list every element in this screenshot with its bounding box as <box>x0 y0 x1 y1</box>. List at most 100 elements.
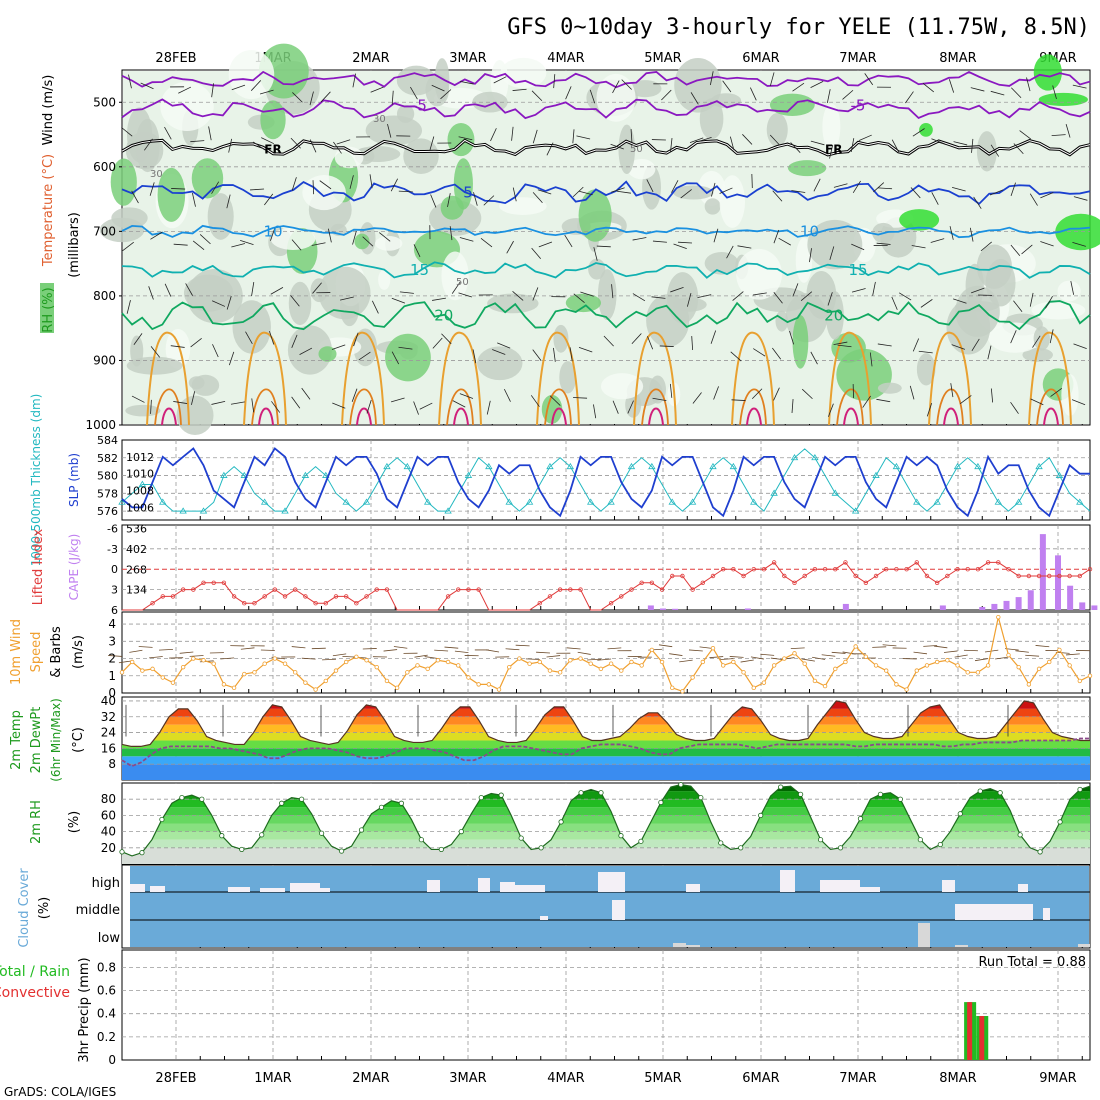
wind-speed-point <box>140 668 145 673</box>
wind-speed-point <box>598 666 604 672</box>
lifted-index-point <box>649 580 655 585</box>
wind-barb <box>564 234 573 248</box>
rh-point <box>119 849 125 855</box>
wind-barb <box>833 183 848 188</box>
ylabel-rh2m: 2m RH <box>29 800 44 844</box>
rh-region <box>232 300 271 354</box>
rh-point <box>578 790 584 796</box>
wind-barb <box>459 237 474 242</box>
wind-barb <box>749 87 757 101</box>
wind-barb-10m <box>525 658 540 660</box>
wind-barb <box>842 89 854 100</box>
rh-region <box>477 346 523 381</box>
wind-speed-point <box>619 668 624 673</box>
thickness-point <box>872 471 880 478</box>
thickness-point <box>668 498 676 505</box>
wind-barb <box>391 297 406 304</box>
wind-barb <box>573 397 588 399</box>
cape-bar-14 <box>1079 602 1086 610</box>
temp-band-5 <box>122 724 1090 733</box>
wind-barb <box>173 243 188 246</box>
date-label-bottom-28FEB: 28FEB <box>155 1071 196 1086</box>
wind-speed-point <box>934 659 940 665</box>
thickness-line <box>121 448 1091 512</box>
lifted-index-point <box>1016 573 1021 579</box>
wind-barb <box>827 292 833 306</box>
wind-barb-10m <box>679 659 693 663</box>
lifted-index-point <box>537 601 542 606</box>
thickness-point <box>322 471 330 478</box>
wind-barb <box>349 175 354 189</box>
wind-barb <box>898 292 912 301</box>
wind-barb <box>353 332 359 347</box>
lifted-index-point <box>231 594 237 599</box>
wind-speed-point <box>180 664 186 670</box>
wind-barb <box>301 387 311 400</box>
wind-barb <box>1072 84 1087 89</box>
wind-barb-10m <box>923 645 938 647</box>
wind-barb <box>922 82 935 93</box>
date-label-bottom-6MAR: 6MAR <box>742 1071 779 1086</box>
rh-region <box>736 248 782 300</box>
temp-line <box>121 700 1090 748</box>
wind-barb <box>951 187 966 192</box>
li-tick--6: -6 <box>107 522 118 535</box>
wind-barb <box>432 297 446 301</box>
wind-barb <box>709 71 714 86</box>
footer-credit: GrADS: COLA/IGES <box>4 1085 116 1099</box>
wind-barb <box>611 284 614 299</box>
thickness-point <box>587 498 595 505</box>
rh-region <box>704 252 739 275</box>
wind-barb <box>596 245 611 248</box>
wind-barb <box>891 139 900 153</box>
wind-barb <box>140 82 154 90</box>
wind-speed-point <box>425 666 430 672</box>
wind-barb <box>211 181 220 194</box>
wind-barb-10m <box>760 653 775 656</box>
rh-tick-20: 20 <box>101 841 116 855</box>
temp-tick-32: 32 <box>101 710 116 724</box>
li-panel: -6 -3 0 3 6 536 402 268 134 Lifted Index CAPE (J/k… <box>31 522 1098 617</box>
rh-point <box>398 800 405 806</box>
thickness-point <box>729 462 738 470</box>
wind-barb-10m <box>719 658 734 661</box>
wind-speed-point <box>129 659 135 665</box>
wind-barb <box>565 86 572 100</box>
wind-barb <box>572 129 575 144</box>
wind-barb <box>980 241 992 252</box>
wind-speed-point <box>1087 673 1093 678</box>
cape-bar-1 <box>660 608 666 610</box>
wind-barb <box>387 123 392 138</box>
wind-barb <box>948 79 955 93</box>
wind-barb-10m <box>658 644 673 648</box>
wind-barb <box>1013 300 1023 312</box>
wind-speed-point <box>557 670 563 675</box>
wind-barb <box>150 231 163 240</box>
rh-region <box>354 233 370 250</box>
lifted-index-point <box>761 567 767 572</box>
wind-barb <box>773 387 780 401</box>
rh-point <box>897 796 903 802</box>
wind-barb <box>689 137 704 143</box>
lifted-index-point <box>751 567 756 572</box>
rh-point <box>797 791 804 797</box>
wind-barb <box>951 344 966 350</box>
wind-barb <box>211 300 226 307</box>
rh-region <box>425 73 450 107</box>
rh-band-4 <box>122 815 1090 824</box>
lifted-index-point <box>802 573 807 579</box>
isotherm-label-4: 5 <box>463 184 473 202</box>
wind-speed-point <box>649 647 655 653</box>
date-label-top-7MAR: 7MAR <box>839 51 876 66</box>
thickness-point <box>831 489 839 496</box>
rh-tick-60: 60 <box>101 808 116 822</box>
cloud-high-bar-7 <box>478 878 490 892</box>
rh-point <box>358 827 365 833</box>
lifted-index-point <box>201 580 206 585</box>
pressure-tick-1000: 1000 <box>85 418 116 432</box>
wind-barb <box>531 90 543 102</box>
wind-barb <box>549 395 561 406</box>
rh-region <box>318 346 337 362</box>
wind-speed-point <box>231 685 237 691</box>
cape-bar-7 <box>991 603 998 610</box>
